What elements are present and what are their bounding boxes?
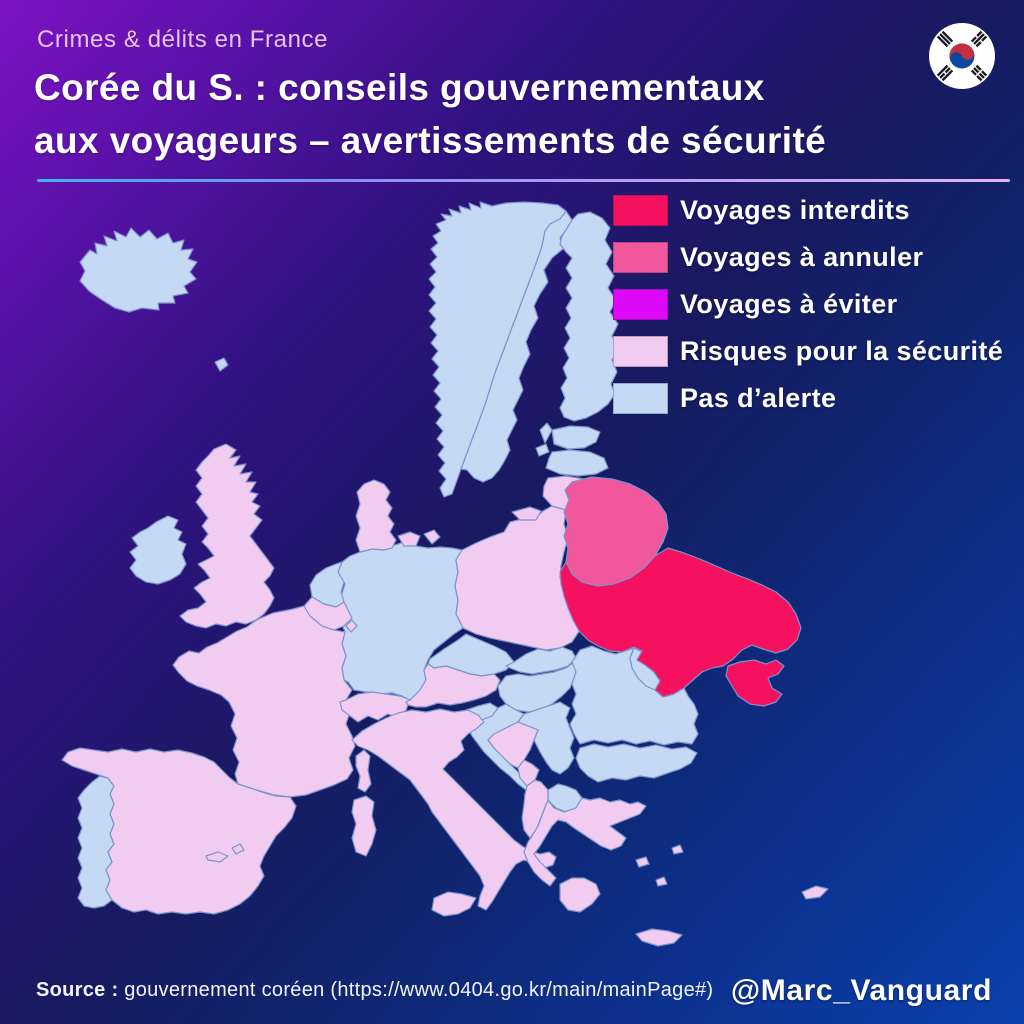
tagline: Crimes & délits en France bbox=[37, 26, 329, 53]
country-estonia bbox=[551, 425, 601, 450]
country-austria bbox=[405, 663, 501, 708]
legend-swatch-aucune bbox=[613, 383, 668, 414]
country-montenegro bbox=[517, 759, 540, 787]
source-credit: Source : gouvernement coréen (https://ww… bbox=[36, 979, 713, 1002]
country-latvia bbox=[545, 449, 609, 477]
country-spain bbox=[61, 747, 297, 915]
country-aegean-island bbox=[671, 844, 684, 855]
country-denmark-isles2 bbox=[423, 529, 441, 545]
country-sardinia bbox=[351, 795, 377, 857]
country-italy bbox=[351, 708, 557, 911]
country-denmark bbox=[355, 479, 397, 553]
legend-label-annuler: Voyages à annuler bbox=[680, 242, 924, 272]
country-kaliningrad bbox=[511, 506, 542, 521]
country-belgium bbox=[303, 596, 353, 631]
legend-label-eviter: Voyages à éviter bbox=[680, 289, 898, 319]
legend-swatch-eviter bbox=[613, 289, 668, 320]
legend-label-interdits: Voyages interdits bbox=[680, 195, 910, 225]
country-corsica bbox=[355, 749, 372, 793]
country-greece bbox=[523, 797, 647, 887]
country-uk bbox=[179, 443, 275, 629]
south-korea-flag-icon bbox=[929, 23, 995, 89]
country-bulgaria bbox=[575, 743, 698, 783]
title-divider bbox=[37, 179, 1010, 182]
country-faroe bbox=[214, 357, 229, 372]
legend-row-eviter: Voyages à éviter bbox=[613, 289, 1003, 320]
title-line-1: Corée du S. : conseils gouvernementaux bbox=[34, 67, 765, 108]
legend-label-aucune: Pas d’alerte bbox=[680, 383, 837, 413]
title-line-2: aux voyageurs – avertissements de sécuri… bbox=[34, 119, 827, 161]
author-handle: @Marc_Vanguard bbox=[730, 974, 992, 1007]
country-crimea bbox=[725, 659, 785, 707]
country-sicily bbox=[431, 891, 477, 917]
legend-row-interdits: Voyages interdits bbox=[613, 195, 1003, 226]
country-luxembourg bbox=[345, 619, 358, 633]
country-cyprus bbox=[801, 885, 829, 900]
country-aegean-island bbox=[635, 856, 650, 868]
country-peloponnese bbox=[559, 877, 601, 913]
legend-label-risques: Risques pour la sécurité bbox=[680, 336, 1004, 366]
legend: Voyages interdits Voyages à annuler Voya… bbox=[613, 195, 1003, 430]
country-saaremaa bbox=[535, 443, 550, 457]
country-ireland bbox=[129, 515, 187, 585]
legend-swatch-interdits bbox=[613, 195, 668, 226]
legend-row-risques: Risques pour la sécurité bbox=[613, 336, 1003, 367]
country-sweden bbox=[460, 210, 573, 483]
source-prefix: Source : bbox=[36, 979, 119, 1001]
source-text: gouvernement coréen (https://www.0404.go… bbox=[118, 979, 714, 1001]
country-gotland bbox=[539, 422, 553, 444]
country-france bbox=[172, 605, 356, 798]
legend-swatch-annuler bbox=[613, 242, 668, 273]
country-denmark-isles bbox=[397, 531, 421, 547]
page-title: Corée du S. : conseils gouvernementaux a… bbox=[34, 62, 994, 167]
legend-row-annuler: Voyages à annuler bbox=[613, 242, 1003, 273]
country-aegean-island bbox=[655, 876, 668, 887]
country-ukraine bbox=[559, 547, 802, 698]
country-iceland bbox=[79, 227, 198, 313]
country-bosnia bbox=[487, 721, 539, 769]
country-balearics2 bbox=[231, 843, 245, 855]
country-finland bbox=[559, 211, 619, 422]
legend-row-aucune: Pas d’alerte bbox=[613, 383, 1003, 414]
country-balearics bbox=[205, 851, 229, 863]
legend-swatch-risques bbox=[613, 336, 668, 367]
country-crete bbox=[635, 928, 683, 947]
